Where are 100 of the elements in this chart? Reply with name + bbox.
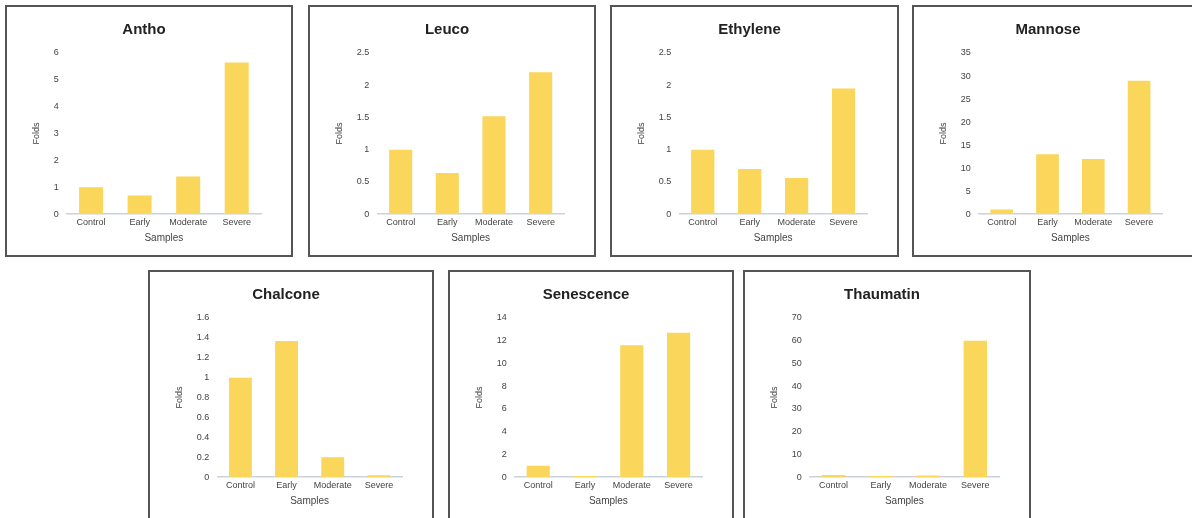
y-axis-title: Folds: [173, 386, 184, 409]
bar: [529, 72, 553, 215]
y-tick-label: 20: [960, 116, 971, 127]
x-axis-title: Samples: [144, 231, 184, 243]
y-tick-label: 4: [501, 426, 507, 437]
chart-title: Senescence: [542, 285, 630, 303]
y-tick-label: 4: [53, 101, 59, 112]
y-axis-title: Folds: [937, 122, 948, 145]
x-tick-label: Moderate: [169, 217, 208, 228]
y-tick-label: 10: [791, 448, 802, 459]
y-tick-label: 1: [53, 181, 59, 192]
y-tick-label: 30: [791, 403, 802, 414]
chart-title: Antho: [122, 20, 166, 38]
x-tick-label: Early: [129, 217, 151, 228]
y-tick-label: 40: [791, 380, 802, 391]
x-tick-label: Severe: [664, 480, 693, 491]
bar: [963, 340, 988, 478]
y-tick-label: 0.5: [658, 176, 672, 187]
y-tick-label: 14: [496, 312, 507, 323]
x-tick-label: Early: [574, 480, 596, 491]
bar: [785, 178, 809, 215]
y-tick-label: 15: [960, 139, 971, 150]
y-tick-label: 1: [204, 372, 210, 383]
y-tick-label: 0: [53, 208, 59, 219]
x-tick-label: Moderate: [612, 480, 651, 491]
bar: [667, 332, 691, 478]
x-tick-label: Severe: [364, 480, 394, 491]
y-tick-label: 5: [53, 74, 59, 85]
bar: [79, 187, 104, 215]
bar: [389, 149, 413, 215]
x-axis-title: Samples: [290, 494, 330, 506]
y-axis-title: Folds: [30, 122, 41, 145]
y-tick-label: 60: [791, 335, 802, 346]
x-axis-title: Samples: [1050, 231, 1090, 243]
y-tick-label: 1.6: [196, 312, 210, 323]
bar: [435, 172, 459, 215]
y-tick-label: 2: [501, 448, 507, 459]
y-tick-label: 1: [666, 144, 672, 155]
y-tick-label: 3: [53, 128, 59, 139]
x-tick-label: Early: [739, 217, 761, 228]
y-tick-label: 0.4: [196, 431, 210, 442]
y-tick-label: 25: [960, 93, 971, 104]
x-axis-title: Samples: [753, 231, 793, 243]
y-tick-label: 1.4: [196, 332, 210, 343]
y-tick-label: 2: [666, 79, 672, 90]
y-tick-label: 50: [791, 357, 802, 368]
bar: [127, 195, 152, 215]
y-tick-label: 12: [496, 335, 507, 346]
x-tick-label: Early: [1037, 217, 1059, 228]
chart-title: Leuco: [424, 20, 470, 38]
y-tick-label: 0: [965, 208, 971, 219]
bar: [176, 176, 201, 215]
bar: [482, 116, 506, 215]
bar: [1127, 80, 1151, 215]
y-tick-label: 5: [965, 185, 971, 196]
bar: [228, 377, 252, 478]
chart-title: Mannose: [1015, 20, 1081, 38]
x-tick-label: Severe: [526, 217, 555, 228]
bar: [738, 169, 762, 215]
bar: [224, 62, 249, 215]
x-tick-label: Severe: [829, 217, 858, 228]
y-tick-label: 8: [501, 380, 507, 391]
y-tick-label: 1.5: [658, 111, 672, 122]
y-tick-label: 0.8: [196, 392, 210, 403]
x-tick-label: Severe: [1124, 217, 1154, 228]
y-tick-label: 6: [53, 47, 59, 58]
y-tick-label: 2.5: [356, 47, 370, 58]
bar: [275, 340, 298, 478]
x-axis-title: Samples: [451, 231, 491, 243]
y-tick-label: 10: [496, 357, 507, 368]
bar: [831, 88, 856, 215]
bar: [526, 465, 550, 478]
y-tick-label: 10: [960, 162, 971, 173]
y-tick-label: 0.6: [196, 411, 210, 422]
y-tick-label: 6: [501, 403, 507, 414]
x-tick-label: Moderate: [909, 480, 948, 491]
bar: [1081, 158, 1105, 215]
x-tick-label: Severe: [222, 217, 251, 228]
x-tick-label: Control: [987, 217, 1017, 228]
x-tick-label: Moderate: [777, 217, 816, 228]
x-tick-label: Severe: [961, 480, 990, 491]
y-tick-label: 0: [796, 471, 802, 482]
y-tick-label: 1.2: [196, 352, 210, 363]
chart-title: Chalcone: [252, 285, 320, 303]
y-tick-label: 1: [364, 144, 370, 155]
x-tick-label: Control: [76, 217, 106, 228]
x-tick-label: Control: [386, 217, 416, 228]
y-tick-label: 30: [960, 70, 971, 81]
x-axis-title: Samples: [588, 494, 628, 506]
x-axis-title: Samples: [884, 494, 924, 506]
x-tick-label: Control: [225, 480, 255, 491]
y-tick-label: 0: [501, 471, 507, 482]
x-tick-label: Moderate: [474, 217, 514, 228]
y-tick-label: 2: [364, 79, 370, 90]
x-tick-label: Control: [688, 217, 718, 228]
bar: [691, 149, 715, 215]
x-tick-label: Control: [818, 480, 848, 491]
y-tick-label: 2.5: [658, 47, 672, 58]
x-tick-label: Early: [437, 217, 459, 228]
y-tick-label: 0: [204, 471, 210, 482]
